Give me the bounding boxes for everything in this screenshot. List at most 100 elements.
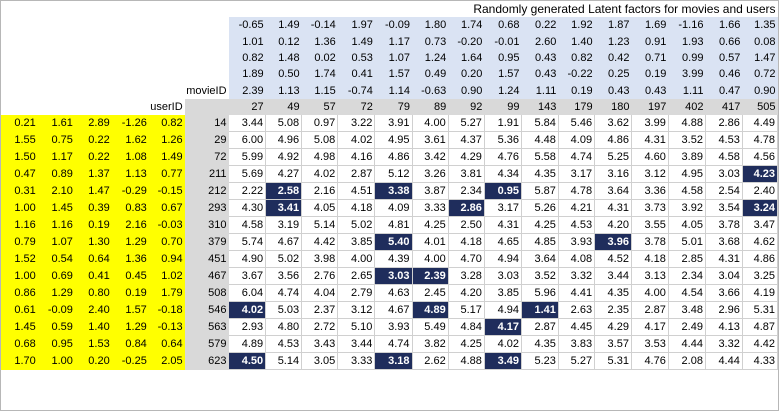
movie-factor-cell[interactable]: 0.57 (705, 49, 743, 67)
movie-id-cell[interactable]: 180 (594, 98, 632, 116)
rating-cell[interactable]: 3.98 (301, 250, 339, 269)
user-factor-cell[interactable]: 0.45 (111, 267, 149, 285)
user-factor-cell[interactable]: 1.52 (1, 250, 38, 268)
user-factor-cell[interactable]: 0.94 (148, 250, 185, 268)
rating-cell[interactable]: 4.89 (228, 335, 267, 354)
rating-cell[interactable]: 3.62 (594, 115, 632, 133)
rating-cell[interactable]: 3.26 (412, 165, 449, 184)
rating-cell[interactable]: 4.29 (594, 318, 632, 337)
user-factor-cell[interactable]: 0.20 (74, 352, 112, 370)
movie-factor-cell[interactable]: 0.22 (521, 17, 559, 34)
rating-cell[interactable]: 3.47 (742, 216, 779, 235)
user-factor-cell[interactable]: 0.59 (37, 318, 75, 336)
rating-cell[interactable]: 3.55 (631, 216, 669, 235)
user-factor-cell[interactable]: -0.29 (111, 182, 149, 200)
rating-cell[interactable]: 5.49 (412, 318, 449, 337)
rating-cell[interactable]: 3.87 (412, 182, 449, 201)
rating-cell[interactable]: 4.05 (301, 199, 339, 218)
movie-factor-cell[interactable]: -0.22 (558, 66, 595, 83)
rating-cell-highlighted[interactable]: 3.18 (374, 352, 413, 371)
rating-cell[interactable]: 5.08 (301, 131, 339, 150)
movie-factor-cell[interactable]: 0.12 (265, 33, 302, 50)
rating-cell[interactable]: 5.69 (228, 165, 267, 184)
rating-cell[interactable]: 5.17 (448, 301, 485, 320)
rating-cell[interactable]: 4.88 (448, 352, 485, 371)
rating-cell-highlighted[interactable]: 2.86 (448, 199, 485, 218)
rating-cell[interactable]: 4.41 (558, 284, 596, 303)
rating-cell[interactable]: 5.27 (558, 352, 596, 371)
user-factor-cell[interactable]: 1.29 (111, 318, 149, 336)
rating-cell[interactable]: 4.00 (412, 250, 449, 269)
rating-cell[interactable]: 4.20 (448, 284, 485, 303)
rating-cell[interactable]: 4.27 (265, 165, 303, 184)
user-factor-cell[interactable]: 1.53 (74, 335, 112, 353)
movie-factor-cell[interactable]: 2.60 (521, 33, 559, 50)
user-factor-cell[interactable]: 1.57 (111, 301, 149, 319)
movie-factor-cell[interactable]: 1.97 (337, 17, 375, 34)
movie-factor-cell[interactable]: 0.71 (631, 49, 669, 67)
rating-cell[interactable]: 3.73 (631, 199, 669, 218)
rating-cell[interactable]: 3.56 (265, 267, 303, 286)
rating-cell[interactable]: 3.67 (228, 267, 267, 286)
rating-cell[interactable]: 2.96 (705, 301, 743, 320)
movie-factor-cell[interactable]: 1.49 (337, 33, 375, 50)
rating-cell[interactable]: 4.95 (668, 165, 706, 184)
user-id-cell[interactable]: 72 (184, 148, 229, 166)
user-factor-cell[interactable]: 1.62 (111, 131, 149, 149)
user-factor-cell[interactable]: 0.67 (148, 199, 185, 217)
rating-cell[interactable]: 4.78 (742, 131, 779, 150)
movie-factor-cell[interactable]: 1.24 (412, 49, 449, 67)
rating-cell[interactable]: 4.35 (521, 335, 559, 354)
rating-cell[interactable]: 2.08 (668, 352, 706, 371)
rating-cell-highlighted[interactable]: 3.38 (374, 182, 413, 201)
rating-cell[interactable]: 4.18 (448, 233, 485, 252)
rating-cell[interactable]: 3.32 (558, 267, 596, 286)
rating-cell[interactable]: 4.74 (265, 284, 303, 303)
rating-cell[interactable]: 3.48 (668, 301, 706, 320)
rating-cell[interactable]: 4.05 (668, 216, 706, 235)
movie-factor-cell[interactable]: 1.74 (301, 66, 338, 83)
rating-cell[interactable]: 2.87 (521, 318, 559, 337)
rating-cell[interactable]: 4.53 (705, 131, 743, 150)
rating-cell-highlighted[interactable]: 3.41 (265, 199, 303, 218)
movie-factor-cell[interactable]: -0.09 (374, 17, 413, 34)
rating-cell[interactable]: 3.66 (705, 284, 743, 303)
rating-cell[interactable]: 3.93 (558, 233, 596, 252)
rating-cell[interactable]: 2.62 (412, 352, 449, 371)
movie-factor-cell[interactable]: 1.64 (448, 49, 485, 67)
rating-cell[interactable]: 4.37 (448, 131, 485, 150)
rating-cell[interactable]: 4.56 (742, 148, 779, 167)
rating-cell[interactable]: 5.14 (301, 216, 339, 235)
rating-cell[interactable]: 3.82 (412, 335, 449, 354)
user-factor-cell[interactable]: 1.16 (1, 216, 38, 234)
rating-cell-highlighted[interactable]: 3.24 (742, 199, 779, 218)
rating-cell[interactable]: 4.17 (631, 318, 669, 337)
rating-cell[interactable]: 4.19 (742, 284, 779, 303)
movie-factor-cell[interactable]: 0.90 (448, 82, 485, 99)
rating-cell[interactable]: 4.52 (594, 250, 632, 269)
rating-cell[interactable]: 3.32 (705, 335, 743, 354)
rating-cell[interactable]: 4.90 (228, 250, 267, 269)
rating-cell[interactable]: 4.35 (594, 284, 632, 303)
rating-cell[interactable]: 5.08 (265, 115, 303, 133)
user-factor-cell[interactable]: 0.89 (37, 165, 75, 183)
rating-cell[interactable]: 4.33 (742, 352, 779, 371)
movie-factor-cell[interactable]: 1.07 (374, 49, 413, 67)
user-factor-cell[interactable]: 0.75 (37, 131, 75, 149)
rating-cell[interactable]: 3.28 (448, 267, 485, 286)
rating-cell[interactable]: 4.25 (448, 335, 485, 354)
user-factor-cell[interactable]: 0.83 (111, 199, 149, 217)
user-factor-cell[interactable]: 0.64 (148, 335, 185, 353)
user-factor-cell[interactable]: 0.31 (1, 182, 38, 200)
rating-cell[interactable]: 4.63 (374, 284, 413, 303)
movie-id-cell[interactable]: 79 (374, 98, 413, 116)
user-id-cell[interactable]: 379 (184, 233, 229, 251)
movie-factor-cell[interactable]: 1.11 (668, 82, 706, 99)
movie-factor-cell[interactable]: -0.20 (448, 33, 485, 50)
rating-cell-highlighted[interactable]: 3.96 (594, 233, 632, 252)
rating-cell[interactable]: 3.19 (265, 216, 303, 235)
rating-cell[interactable]: 4.76 (631, 352, 669, 371)
movie-factor-cell[interactable]: 0.41 (337, 66, 375, 83)
rating-cell[interactable]: 5.58 (521, 148, 559, 167)
user-factor-cell[interactable]: 0.54 (37, 250, 75, 268)
